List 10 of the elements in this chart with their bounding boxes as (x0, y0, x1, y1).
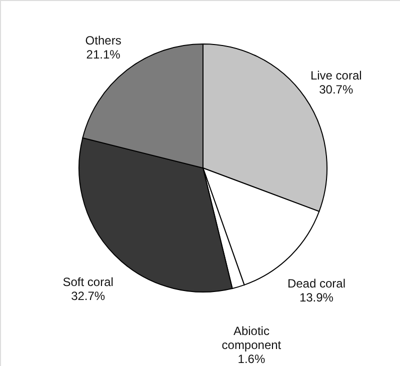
slice-label: Soft coral (62, 275, 114, 290)
slice-label: Dead coral (287, 276, 346, 291)
data-label: 1.6% (238, 352, 266, 366)
data-label: 32.7% (71, 289, 106, 304)
data-label: 13.9% (299, 290, 334, 305)
data-label: 30.7% (319, 82, 354, 97)
data-label: 21.1% (86, 47, 121, 62)
slice-label: Others (85, 33, 122, 48)
slice-label: Abiotic component (222, 324, 282, 352)
slice-label: Live coral (310, 68, 362, 83)
